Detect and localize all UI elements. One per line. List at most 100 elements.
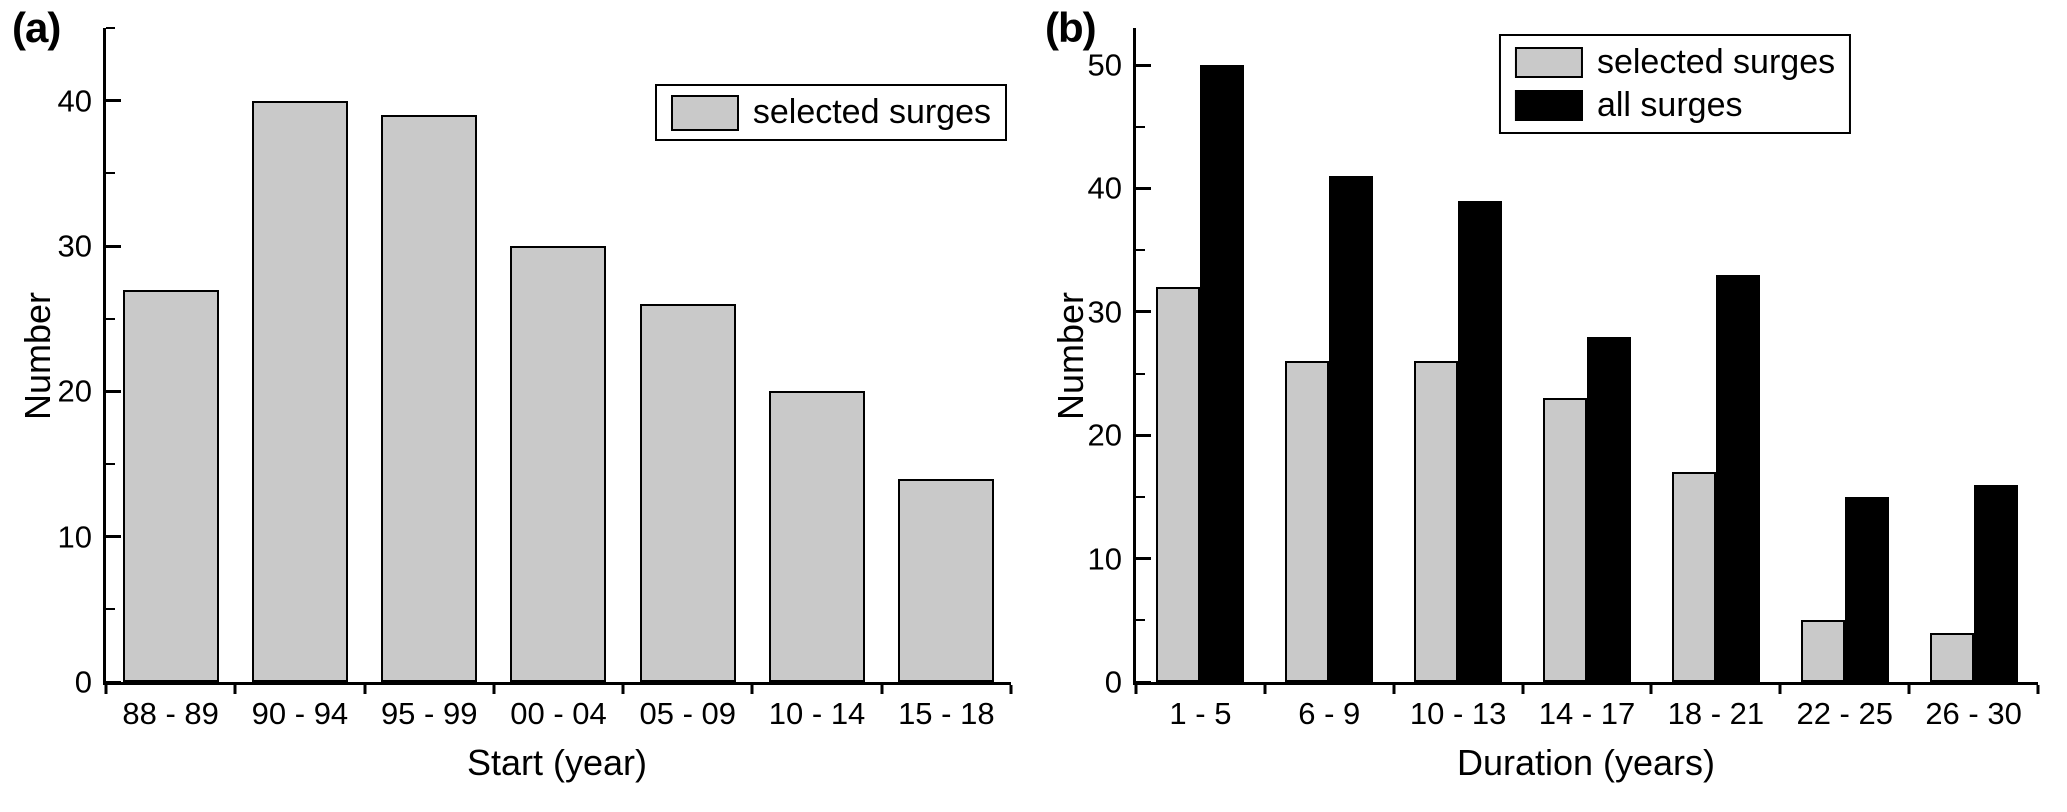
x-tick [2036,685,2040,694]
x-category-label: 10 - 13 [1409,696,1507,731]
panel-a-bars: 88 - 89 90 - 94 95 - 99 00 - 04 05 - 09 10 - … [106,28,1011,731]
y-tick-label: 50 [1087,47,1122,83]
y-tick-label: 10 [1087,541,1122,577]
bar-selected-surges [769,391,866,682]
y-tick-label: 20 [57,373,92,409]
x-tick [363,685,367,694]
bar-all-surges [1458,200,1503,682]
bar-group [1800,28,1889,682]
x-category-label: 1 - 5 [1169,696,1232,731]
legend-item: selected surges [670,93,991,132]
x-tick [1392,685,1396,694]
y-minor-tick [1136,372,1145,375]
panel-a-plot-area: 88 - 89 90 - 94 95 - 99 00 - 04 05 - 09 10 - … [58,27,1013,731]
legend-swatch [1514,47,1583,79]
bar-group [381,28,478,682]
bar-selected-surges [381,115,478,682]
legend-swatch [1514,90,1583,122]
x-tick [621,685,625,694]
x-category-label: 95 - 99 [380,696,478,731]
x-tick [1009,685,1013,694]
panel-a-y-axis-title: Number [17,291,58,421]
bar-group [1929,28,2018,682]
bar-selected-surges [639,304,736,682]
panel-b-plot-area: 1 - 5 6 - 9 10 - 13 14 - 17 18 - 21 22 - 25 26… [1088,28,2040,731]
x-category-label: 18 - 21 [1667,696,1765,731]
bar-group [122,28,219,682]
x-tick [104,685,108,694]
bar-group [639,28,736,682]
bar-group [1156,28,1245,682]
legend-item: selected surges [1514,43,1836,82]
panel-b-bars: 1 - 5 6 - 9 10 - 13 14 - 17 18 - 21 22 - 25 26… [1136,28,2038,731]
category-slot: 10 - 14 [752,28,881,731]
bar-selected-surges [1800,620,1845,682]
y-major-tick [1136,680,1151,684]
panel-a-x-axis-title: Start (year) [466,742,648,783]
bar-selected-surges [1414,361,1459,682]
bar-group [1671,28,1760,682]
bar-all-surges [1329,176,1374,682]
y-tick-label: 40 [1087,170,1122,206]
category-slot: 00 - 04 [494,28,623,731]
x-category-label: 14 - 17 [1538,696,1636,731]
x-category-label: 6 - 9 [1298,696,1361,731]
y-tick-label: 30 [57,228,92,264]
x-tick [492,685,496,694]
x-category-label: 05 - 09 [639,696,737,731]
bar-group [1543,28,1631,682]
y-minor-tick [106,172,115,175]
x-category-label: 10 - 14 [768,696,866,731]
legend-label: selected surges [752,93,991,131]
y-tick-label: 0 [1104,664,1122,700]
panel-b-y-axis-title: Number [1050,291,1091,421]
bar-all-surges [1844,496,1889,682]
x-category-label: 00 - 04 [510,696,607,731]
y-major-tick [1136,557,1151,561]
panel-b-label: (b) [1045,4,1097,51]
x-category-label: 90 - 94 [251,696,349,731]
panel-a-label: (a) [12,4,61,51]
category-slot: 22 - 25 [1780,28,1909,731]
bar-selected-surges [1156,287,1201,682]
bar-selected-surges [1543,398,1587,682]
legend-item: all surges [1514,86,1835,125]
y-minor-tick [106,608,115,611]
y-tick-label: 10 [57,519,92,555]
legend-label: all surges [1596,86,1743,125]
x-tick [1778,685,1782,694]
category-slot: 90 - 94 [235,28,364,731]
y-major-tick [106,244,121,248]
category-slot: 88 - 89 [106,28,235,731]
category-slot: 05 - 09 [623,28,752,731]
y-minor-tick [1136,619,1145,622]
x-category-label: 22 - 25 [1796,696,1893,731]
panel-b-legend: selected surges all surges [1498,34,1852,135]
bar-all-surges [1587,336,1631,682]
bar-group [769,28,866,682]
y-tick-label: 0 [74,664,92,700]
panel-b-x-axis-title: Duration (years) [1456,742,1716,783]
legend-label: selected surges [1596,43,1836,81]
bar-selected-surges [1285,361,1330,682]
bar-group [251,28,348,682]
y-major-tick [1136,63,1151,67]
bar-selected-surges [122,289,219,682]
bar-selected-surges [898,478,995,682]
bar-all-surges [1200,65,1245,682]
legend-swatch [670,94,739,131]
x-category-label: 88 - 89 [122,696,219,731]
x-tick [1649,685,1653,694]
y-minor-tick [1136,495,1145,498]
panel-b: (b) Number 1 - 5 6 - 9 10 - 13 14 - 17 18 - … [1033,0,2067,812]
x-category-label: 26 - 30 [1925,696,2022,731]
y-tick-label: 20 [1087,417,1122,453]
x-tick [880,685,884,694]
panel-a: (a) Number 88 - 89 90 - 94 95 - 99 00 - 04 0… [0,0,1033,812]
category-slot: 1 - 5 [1136,28,1265,731]
bar-selected-surges [510,246,607,682]
y-major-tick [106,389,121,393]
bar-all-surges [1973,484,2018,682]
panel-a-legend: selected surges [654,84,1007,142]
